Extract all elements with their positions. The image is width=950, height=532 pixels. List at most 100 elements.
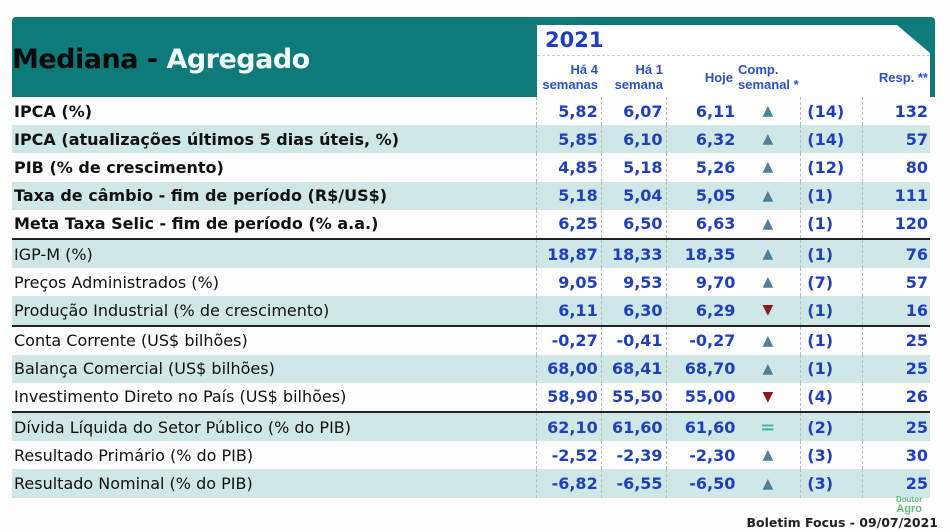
doutor-agro-logo: Doutor Agro bbox=[896, 495, 923, 515]
responses-count: 57 bbox=[862, 268, 930, 297]
value-4-weeks: 62,10 bbox=[535, 413, 601, 442]
table-row: Balança Comercial (US$ bilhões) 68,00 68… bbox=[12, 354, 930, 383]
value-today: 9,70 bbox=[665, 268, 735, 297]
col-header-responses: Resp. ** bbox=[878, 70, 928, 85]
table-row: Taxa de câmbio - fim de período (R$/US$)… bbox=[12, 181, 930, 210]
trend-up-icon: ▲ bbox=[762, 103, 774, 120]
value-today: 6,29 bbox=[665, 296, 735, 325]
value-1-week: 18,33 bbox=[600, 239, 666, 269]
value-today: 68,70 bbox=[665, 354, 735, 383]
value-today: 6,11 bbox=[665, 97, 735, 126]
weekly-comp-count: (1) bbox=[800, 326, 862, 355]
value-1-week: -2,39 bbox=[600, 441, 666, 470]
value-1-week: 5,18 bbox=[600, 153, 666, 182]
responses-count: 16 bbox=[862, 296, 930, 325]
row-label: Resultado Primário (% do PIB) bbox=[14, 445, 254, 465]
value-1-week: 68,41 bbox=[600, 354, 666, 383]
value-4-weeks: 6,25 bbox=[535, 209, 601, 238]
responses-count: 26 bbox=[862, 382, 930, 412]
trend-up-icon: ▲ bbox=[762, 159, 774, 176]
value-4-weeks: 68,00 bbox=[535, 354, 601, 383]
value-4-weeks: 5,18 bbox=[535, 181, 601, 210]
row-label: Investimento Direto no País (US$ bilhões… bbox=[14, 387, 347, 407]
value-1-week: 6,10 bbox=[600, 125, 666, 154]
col-header-1-week: Há 1 semana bbox=[614, 62, 663, 92]
value-today: -0,27 bbox=[665, 326, 735, 355]
value-1-week: 9,53 bbox=[600, 268, 666, 297]
col-header-4-weeks: Há 4 semanas bbox=[542, 62, 598, 92]
value-4-weeks: 5,82 bbox=[535, 97, 601, 126]
trend-down-icon: ▼ bbox=[762, 302, 774, 319]
responses-count: 80 bbox=[862, 153, 930, 182]
row-label: Balança Comercial (US$ bilhões) bbox=[14, 359, 275, 379]
col-header-weekly-comp: Comp. semanal * bbox=[738, 62, 799, 92]
table-row: Meta Taxa Selic - fim de período (% a.a.… bbox=[12, 209, 930, 238]
value-1-week: 6,07 bbox=[600, 97, 666, 126]
weekly-comp-count: (4) bbox=[800, 382, 862, 412]
value-4-weeks: 5,85 bbox=[535, 125, 601, 154]
trend-up-icon: ▲ bbox=[762, 131, 774, 148]
value-today: 61,60 bbox=[665, 413, 735, 442]
table-row: Dívida Líquida do Setor Público (% do PI… bbox=[12, 411, 930, 442]
weekly-comp-count: (14) bbox=[800, 125, 862, 154]
weekly-comp-count: (3) bbox=[800, 441, 862, 470]
weekly-comp-count: (1) bbox=[800, 209, 862, 238]
trend-up-icon: ▲ bbox=[762, 360, 774, 377]
value-today: 18,35 bbox=[665, 239, 735, 269]
weekly-comp-count: (3) bbox=[800, 469, 862, 498]
value-4-weeks: -2,52 bbox=[535, 441, 601, 470]
value-4-weeks: 4,85 bbox=[535, 153, 601, 182]
trend-up-icon: ▲ bbox=[762, 215, 774, 232]
trend-up-icon: ▲ bbox=[762, 187, 774, 204]
weekly-comp-count: (12) bbox=[800, 153, 862, 182]
trend-up-icon: ▲ bbox=[762, 447, 774, 464]
year-header: 2021 Há 4 semanas Há 1 semana Hoje Comp.… bbox=[537, 25, 930, 97]
weekly-comp-count: (1) bbox=[800, 239, 862, 269]
row-label: IGP-M (%) bbox=[14, 244, 93, 264]
table-row: Resultado Primário (% do PIB) -2,52 -2,3… bbox=[12, 441, 930, 470]
value-today: -6,50 bbox=[665, 469, 735, 498]
value-4-weeks: 6,11 bbox=[535, 296, 601, 325]
value-1-week: 55,50 bbox=[600, 382, 666, 412]
responses-count: 132 bbox=[862, 97, 930, 126]
title-dash: - bbox=[137, 44, 167, 75]
year-label: 2021 bbox=[545, 28, 604, 52]
table-row: PIB (% de crescimento) 4,85 5,18 5,26 ▲ … bbox=[12, 153, 930, 182]
table-row: IGP-M (%) 18,87 18,33 18,35 ▲ (1) 76 bbox=[12, 237, 930, 269]
value-1-week: 6,30 bbox=[600, 296, 666, 325]
data-table: IPCA (%) 5,82 6,07 6,11 ▲ (14) 132 IPCA (… bbox=[12, 97, 930, 498]
responses-count: 25 bbox=[862, 326, 930, 355]
responses-count: 25 bbox=[862, 413, 930, 442]
row-label: IPCA (%) bbox=[14, 101, 93, 121]
footer-source: Boletim Focus - 09/07/2021 bbox=[746, 515, 939, 530]
row-label: Conta Corrente (US$ bilhões) bbox=[14, 331, 248, 351]
responses-count: 120 bbox=[862, 209, 930, 238]
row-label: Meta Taxa Selic - fim de período (% a.a.… bbox=[14, 214, 379, 234]
value-1-week: 5,04 bbox=[600, 181, 666, 210]
value-4-weeks: 18,87 bbox=[535, 239, 601, 269]
value-today: 6,32 bbox=[665, 125, 735, 154]
trend-up-icon: ▲ bbox=[762, 332, 774, 349]
table-row: Conta Corrente (US$ bilhões) -0,27 -0,41… bbox=[12, 324, 930, 355]
title-part1: Mediana bbox=[12, 44, 138, 75]
value-4-weeks: 58,90 bbox=[535, 382, 601, 412]
row-label: PIB (% de crescimento) bbox=[14, 157, 224, 177]
weekly-comp-count: (1) bbox=[800, 354, 862, 383]
value-4-weeks: 9,05 bbox=[535, 268, 601, 297]
trend-up-icon: ▲ bbox=[762, 246, 774, 263]
trend-up-icon: ▲ bbox=[762, 274, 774, 291]
weekly-comp-count: (1) bbox=[800, 181, 862, 210]
page-title: Mediana - Agregado bbox=[12, 44, 310, 75]
value-1-week: -6,55 bbox=[600, 469, 666, 498]
divider bbox=[537, 55, 930, 56]
weekly-comp-count: (2) bbox=[800, 413, 862, 442]
row-label: Produção Industrial (% de crescimento) bbox=[14, 300, 330, 320]
row-label: Resultado Nominal (% do PIB) bbox=[14, 474, 253, 494]
value-1-week: 61,60 bbox=[600, 413, 666, 442]
value-today: 5,26 bbox=[665, 153, 735, 182]
row-label: Taxa de câmbio - fim de período (R$/US$) bbox=[14, 186, 388, 206]
table-row: Resultado Nominal (% do PIB) -6,82 -6,55… bbox=[12, 469, 930, 498]
value-4-weeks: -0,27 bbox=[535, 326, 601, 355]
row-label: Dívida Líquida do Setor Público (% do PI… bbox=[14, 417, 352, 437]
responses-count: 25 bbox=[862, 354, 930, 383]
